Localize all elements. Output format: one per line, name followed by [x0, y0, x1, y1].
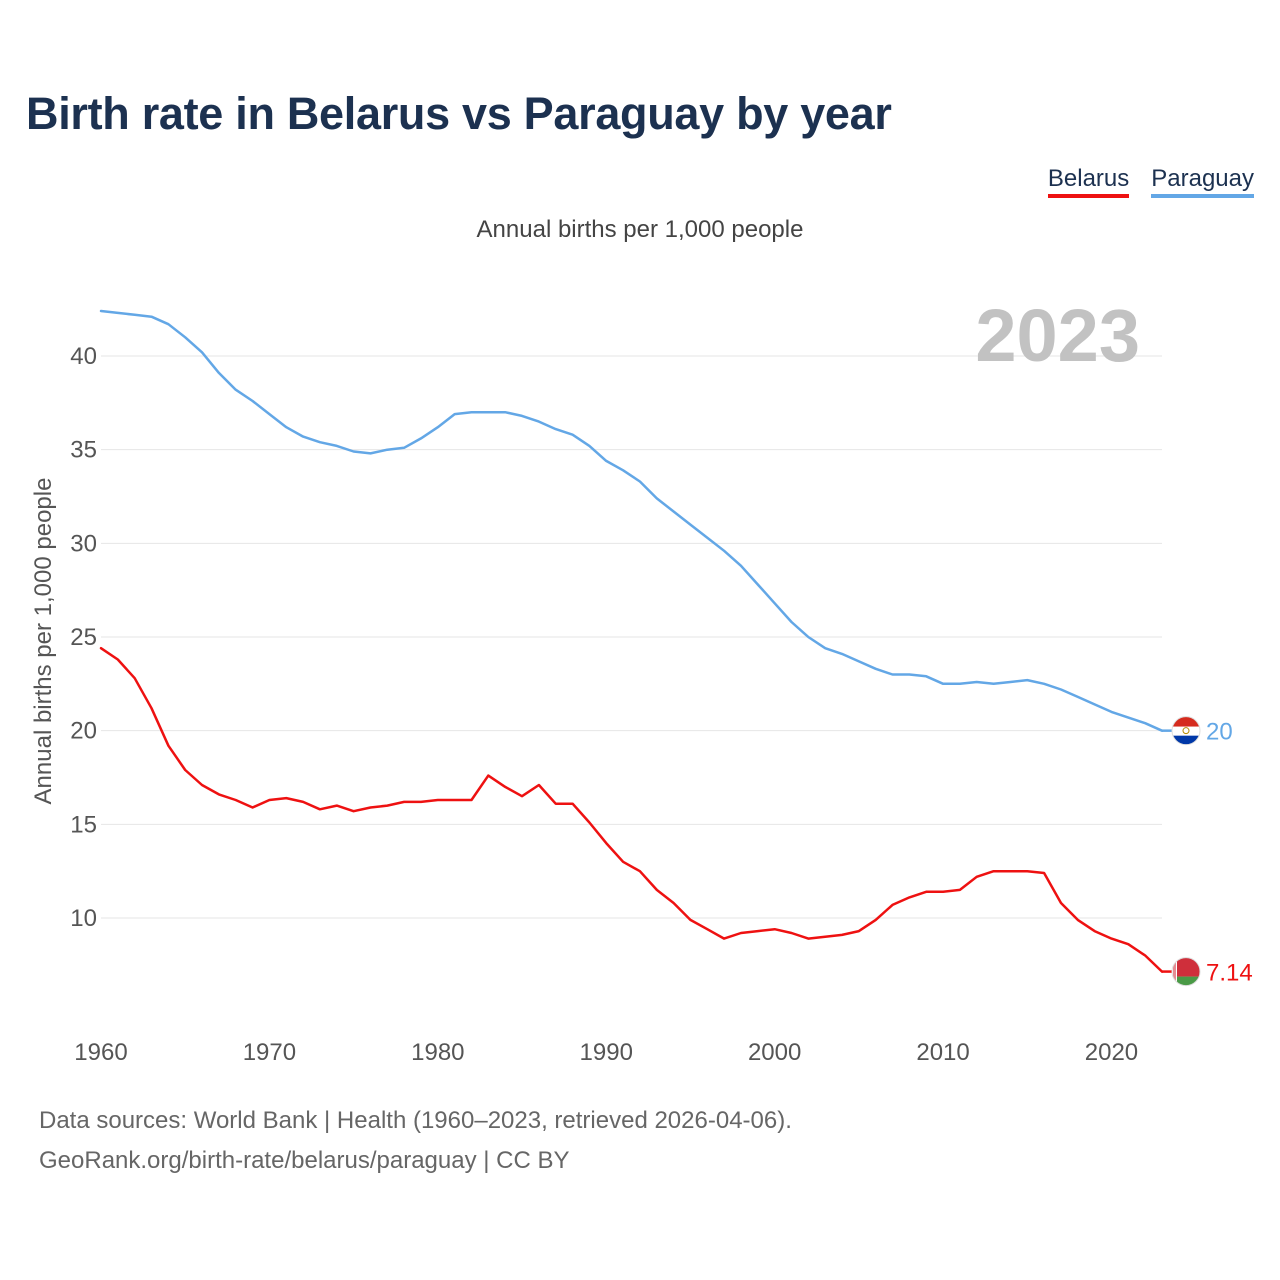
x-tick-label: 1990	[580, 1039, 633, 1066]
belarus-flag-icon	[1171, 957, 1201, 987]
paraguay-flag-icon	[1171, 716, 1201, 746]
end-value-label-belarus: 7.14	[1206, 960, 1253, 987]
y-axis-ticks: 10 15 20 25 30 35 40	[70, 343, 97, 932]
series-line-belarus	[99, 646, 1164, 973]
chart-title: Birth rate in Belarus vs Paraguay by yea…	[26, 88, 892, 139]
x-tick-label: 2010	[916, 1039, 969, 1066]
legend-item-belarus[interactable]: Belarus	[1047, 165, 1130, 198]
y-tick-label: 10	[70, 905, 97, 932]
series-layer	[99, 309, 1164, 973]
y-tick-label: 20	[70, 718, 97, 745]
x-tick-label: 1980	[411, 1039, 464, 1066]
end-markers: 7.14 20	[1162, 716, 1253, 987]
x-axis-ticks: 1960 1970 1980 1990 2000 2010 2020	[74, 1039, 1138, 1066]
y-tick-label: 15	[70, 811, 97, 838]
legend: Belarus Paraguay	[1047, 165, 1254, 198]
y-tick-label: 30	[70, 530, 97, 557]
y-tick-label: 40	[70, 343, 97, 370]
chart-subtitle: Annual births per 1,000 people	[476, 216, 804, 243]
x-tick-label: 2020	[1085, 1039, 1138, 1066]
y-tick-label: 25	[70, 624, 97, 651]
source-line: Data sources: World Bank | Health (1960–…	[39, 1107, 792, 1134]
grid-layer	[101, 355, 1162, 919]
end-value-label-paraguay: 20	[1206, 719, 1233, 746]
y-tick-label: 35	[70, 437, 97, 464]
x-tick-label: 1960	[74, 1039, 127, 1066]
legend-item-paraguay[interactable]: Paraguay	[1151, 165, 1254, 198]
x-tick-label: 1970	[243, 1039, 296, 1066]
year-label: 2023	[975, 294, 1140, 377]
x-tick-label: 2000	[748, 1039, 801, 1066]
series-line-paraguay	[99, 309, 1164, 732]
source-url: GeoRank.org/birth-rate/belarus/paraguay …	[39, 1147, 570, 1174]
y-axis-title: Annual births per 1,000 people	[30, 478, 57, 805]
